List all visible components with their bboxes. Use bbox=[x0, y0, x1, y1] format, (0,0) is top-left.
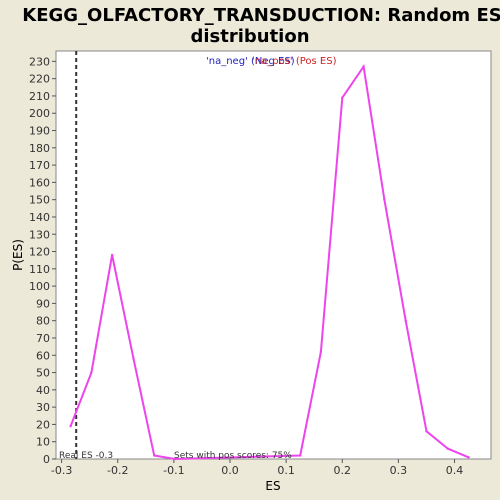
y-tick-label: 110 bbox=[29, 263, 50, 276]
y-tick-label: 130 bbox=[29, 228, 50, 241]
legend-neg-es: 'na_neg' (Neg ES) bbox=[206, 56, 295, 67]
data-point bbox=[153, 454, 156, 457]
y-tick-label: 140 bbox=[29, 211, 50, 224]
y-tick-label: 200 bbox=[29, 107, 50, 120]
y-tick-label: 80 bbox=[36, 315, 50, 328]
real-es-annotation: Real ES -0.3 bbox=[59, 451, 113, 461]
y-tick-label: 170 bbox=[29, 159, 50, 172]
data-point bbox=[404, 319, 407, 322]
y-tick-label: 180 bbox=[29, 142, 50, 155]
y-tick-label: 100 bbox=[29, 280, 50, 293]
data-point bbox=[319, 350, 323, 354]
data-point bbox=[467, 456, 470, 459]
x-tick-label: 0.2 bbox=[334, 464, 352, 477]
y-tick-label: 220 bbox=[29, 73, 50, 86]
y-axis: 0 10 20 30 40 50 60 70 80 90 100 110 120 130 140 150 160… bbox=[29, 55, 56, 466]
y-tick-label: 70 bbox=[36, 332, 50, 345]
y-axis-label: P(ES) bbox=[11, 239, 25, 271]
data-point bbox=[110, 253, 114, 257]
x-tick-label: -0.3 bbox=[51, 464, 72, 477]
data-point bbox=[173, 457, 177, 461]
plot-area bbox=[55, 50, 492, 460]
y-tick-label: 0 bbox=[43, 453, 50, 466]
data-point bbox=[90, 371, 93, 374]
y-tick-label: 40 bbox=[36, 384, 50, 397]
data-point bbox=[341, 96, 344, 99]
x-tick-label: 0.1 bbox=[277, 464, 295, 477]
y-tick-label: 230 bbox=[29, 55, 50, 68]
x-tick-label: 0.0 bbox=[221, 464, 239, 477]
chart-title-line-2: distribution bbox=[190, 26, 309, 47]
y-tick-label: 160 bbox=[29, 176, 50, 189]
y-tick-label: 210 bbox=[29, 90, 50, 103]
data-point bbox=[69, 424, 72, 428]
y-tick-label: 120 bbox=[29, 246, 50, 259]
chart-title-line-1: KEGG_OLFACTORY_TRANSDUCTION: Random ES bbox=[22, 5, 500, 26]
y-tick-label: 90 bbox=[36, 297, 50, 310]
legend-pos-es: 'na_pos' (Pos ES) bbox=[252, 56, 337, 67]
y-tick-label: 150 bbox=[29, 194, 50, 207]
series-points bbox=[69, 65, 470, 461]
data-point bbox=[446, 447, 449, 450]
y-tick-label: 30 bbox=[36, 401, 50, 414]
pos-scores-annotation: Sets with pos scores: 75% bbox=[174, 451, 292, 461]
data-point bbox=[298, 454, 302, 457]
x-tick-label: 0.3 bbox=[390, 464, 408, 477]
y-tick-label: 50 bbox=[36, 367, 50, 380]
data-point bbox=[383, 198, 386, 201]
y-tick-label: 190 bbox=[29, 125, 50, 138]
x-axis-label: ES bbox=[265, 479, 280, 493]
data-point bbox=[132, 357, 135, 360]
data-point bbox=[362, 65, 365, 68]
y-tick-label: 60 bbox=[36, 349, 50, 362]
x-tick-label: -0.1 bbox=[163, 464, 184, 477]
data-point bbox=[425, 430, 428, 433]
y-tick-label: 20 bbox=[36, 418, 50, 431]
x-tick-label: -0.2 bbox=[107, 464, 128, 477]
y-tick-label: 10 bbox=[36, 436, 50, 449]
x-axis: -0.3 -0.2 -0.1 0.0 0.1 0.2 0.3 0.4 bbox=[51, 459, 463, 477]
x-tick-label: 0.4 bbox=[446, 464, 464, 477]
